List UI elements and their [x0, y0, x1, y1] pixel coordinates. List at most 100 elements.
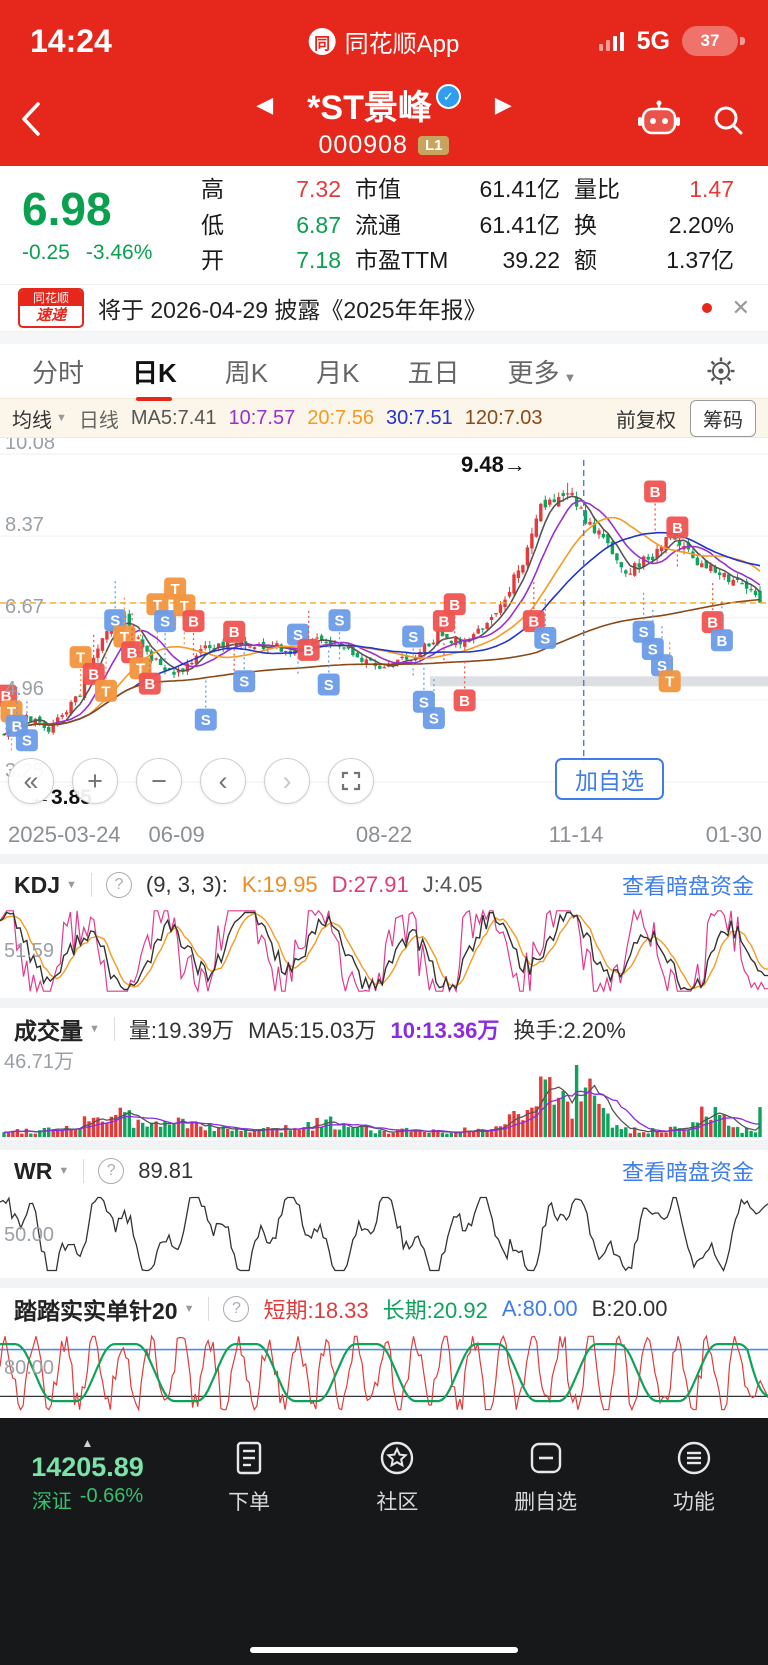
nav-order-button[interactable]: 下单: [175, 1434, 323, 1516]
ma-dropdown[interactable]: 均线 ▼: [12, 409, 67, 432]
period-tabs: 分时 日K 周K 月K 五日 更多 ▼: [0, 344, 768, 398]
svg-text:S: S: [324, 677, 334, 694]
tab-monthly-k[interactable]: 月K: [316, 357, 360, 388]
date-label: 06-09: [148, 822, 205, 847]
adjust-mode-button[interactable]: 前复权: [616, 409, 676, 432]
last-price: 6.98: [22, 183, 112, 236]
wr-chart[interactable]: 50.00: [0, 1192, 768, 1278]
kdj-chart[interactable]: 51.59: [0, 906, 768, 998]
chevron-down-icon: ▼: [563, 369, 577, 385]
tab-five-day[interactable]: 五日: [407, 357, 460, 388]
unread-dot: [701, 303, 712, 313]
tab-more[interactable]: 更多 ▼: [507, 357, 577, 388]
svg-text:8.37: 8.37: [5, 514, 44, 536]
wr-help-icon[interactable]: ?: [98, 1158, 125, 1184]
wr-value: 89.81: [138, 1158, 194, 1183]
nav-functions-button[interactable]: 功能: [620, 1434, 768, 1516]
svg-text:B: B: [707, 615, 718, 632]
svg-text:T: T: [7, 704, 16, 721]
stock-header: ◀ *ST景峰 ✓ ▶ 000908 L1: [222, 80, 546, 160]
chip-distribution-button[interactable]: 筹码: [690, 399, 756, 437]
svg-text:S: S: [110, 613, 120, 630]
jump-start-button[interactable]: «: [8, 758, 54, 804]
expand-caret-icon: ▲: [81, 1436, 94, 1450]
ma-period-label: 日线: [78, 409, 119, 432]
svg-text:S: S: [540, 630, 550, 647]
svg-text:T: T: [180, 598, 189, 615]
pan-left-button[interactable]: ‹: [200, 758, 246, 804]
prev-stock-button[interactable]: ◀: [256, 91, 274, 117]
ma30-value: 30:7.51: [385, 406, 453, 429]
svg-text:T: T: [136, 661, 145, 678]
index-quote-button[interactable]: ▲ 14205.89 深证 -0.66%: [0, 1434, 175, 1514]
volume-indicator-selector[interactable]: 成交量 ▼: [14, 1012, 100, 1046]
day-low: 6.87: [296, 211, 341, 238]
close-news-button[interactable]: ✕: [731, 295, 750, 320]
price-change-pct: -3.46%: [85, 240, 153, 264]
svg-text:S: S: [419, 694, 429, 711]
svg-text:B: B: [229, 624, 240, 641]
kdj-j-value: J:4.05: [422, 872, 483, 897]
battery-percent: 37: [700, 31, 720, 50]
tab-minute[interactable]: 分时: [32, 357, 85, 388]
volume-value: 量:19.39万: [128, 1018, 235, 1043]
custom-long-value: 长期:20.92: [382, 1298, 488, 1323]
nav-remove-watchlist-button[interactable]: 删自选: [472, 1434, 620, 1516]
kdj-params: (9, 3, 3):: [145, 872, 228, 897]
tab-weekly-k[interactable]: 周K: [224, 357, 269, 388]
home-indicator[interactable]: [250, 1647, 518, 1653]
svg-text:S: S: [429, 711, 439, 728]
functions-icon: [677, 1441, 711, 1475]
svg-text:B: B: [1, 688, 12, 705]
zoom-in-button[interactable]: +: [72, 758, 118, 804]
tab-daily-k[interactable]: 日K: [132, 353, 177, 390]
indicator-name: WR: [14, 1157, 53, 1184]
chevron-down-icon: ▼: [183, 1303, 195, 1315]
svg-text:10.08: 10.08: [5, 438, 55, 454]
svg-text:S: S: [657, 658, 667, 675]
custom-indicator-chart[interactable]: 80.00: [0, 1330, 768, 1418]
volratio-label: 量比: [574, 175, 620, 202]
next-stock-button[interactable]: ▶: [494, 91, 512, 117]
index-name: 深证: [31, 1491, 72, 1513]
kdj-help-icon[interactable]: ?: [105, 872, 132, 898]
svg-text:T: T: [153, 597, 162, 614]
fullscreen-button[interactable]: [328, 758, 374, 804]
header-actions: [636, 100, 746, 140]
news-ticker[interactable]: 同花顺 速递 将于 2026-04-29 披露《2025年年报》 ✕: [0, 284, 768, 332]
search-button[interactable]: [710, 102, 746, 138]
index-value: 14205.89: [31, 1452, 144, 1482]
nav-community-button[interactable]: 社区: [323, 1434, 471, 1516]
ths-express-logo: 同花顺 速递: [18, 288, 84, 328]
kdj-panel: KDJ ▼ ? (9, 3, 3): K:19.95 D:27.91 J:4.05…: [0, 864, 768, 998]
add-watchlist-button[interactable]: 加自选: [555, 758, 664, 800]
dark-pool-link[interactable]: 查看暗盘资金: [621, 1160, 754, 1185]
volume-ma10: 10:13.36万: [390, 1018, 500, 1043]
amount-value: 1.37亿: [666, 247, 734, 274]
custom-help-icon[interactable]: ?: [223, 1296, 250, 1322]
status-bar: 14:24 同 同花顺App 5G 37: [0, 0, 768, 74]
svg-text:B: B: [88, 666, 99, 683]
custom-indicator-selector[interactable]: 踏踏实实单针20 ▼: [14, 1292, 194, 1326]
back-button[interactable]: [16, 96, 46, 142]
custom-b-value: B:20.00: [591, 1296, 668, 1321]
pan-right-button[interactable]: ›: [264, 758, 310, 804]
svg-text:S: S: [639, 624, 649, 641]
svg-text:B: B: [11, 718, 22, 735]
volume-chart[interactable]: 46.71万: [0, 1050, 768, 1140]
clock: 14:24: [30, 22, 112, 59]
zoom-out-button[interactable]: −: [136, 758, 182, 804]
chevron-down-icon: ▼: [58, 1165, 70, 1177]
divider: [83, 1159, 85, 1183]
signal-strength-icon: [598, 32, 624, 51]
divider: [208, 1297, 210, 1321]
wr-indicator-selector[interactable]: WR ▼: [14, 1158, 69, 1185]
svg-text:B: B: [188, 614, 199, 631]
status-icons: 5G 37: [598, 26, 745, 56]
divider: [90, 873, 92, 897]
chart-settings-icon[interactable]: [706, 356, 736, 386]
kdj-indicator-selector[interactable]: KDJ ▼: [14, 872, 77, 899]
ai-assistant-button[interactable]: [636, 100, 682, 140]
dark-pool-link[interactable]: 查看暗盘资金: [621, 874, 754, 899]
